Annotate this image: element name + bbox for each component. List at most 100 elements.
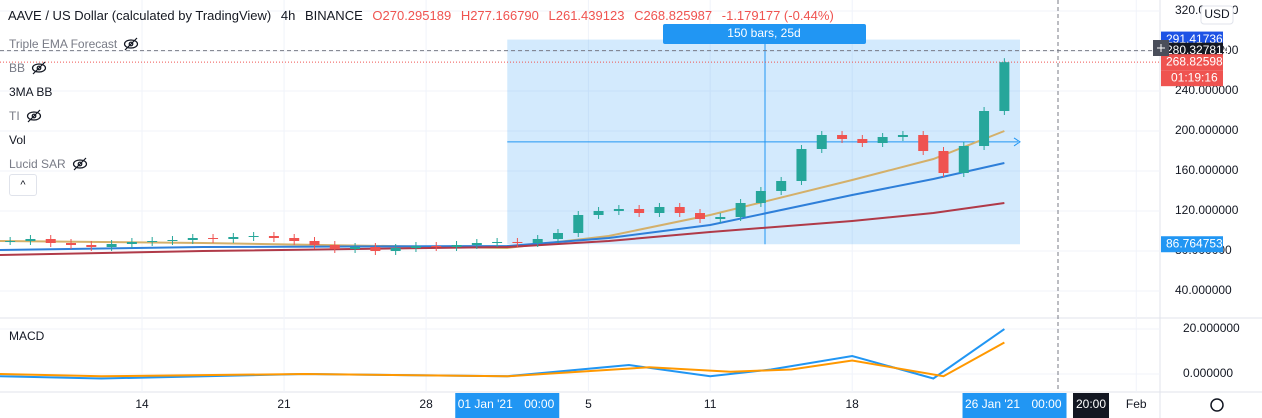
y-tick-label: 40.000000: [1175, 283, 1232, 297]
candle: [451, 245, 462, 247]
macd-title: MACD: [9, 329, 45, 343]
hidden-icon[interactable]: [26, 109, 42, 123]
measure-tooltip: [663, 24, 866, 44]
candle: [329, 245, 340, 249]
settings-icon: [1210, 398, 1224, 412]
indicator-name: 3MA BB: [9, 85, 53, 99]
candle: [613, 209, 624, 211]
price-label-bg: [1161, 236, 1223, 253]
candle: [938, 151, 949, 173]
candle: [979, 111, 990, 146]
candle: [593, 211, 604, 215]
cursor-time: 20:00: [1076, 397, 1106, 411]
candle: [431, 246, 442, 247]
candle: [289, 238, 300, 241]
moving-average: [0, 162, 1005, 251]
candle: [208, 238, 219, 239]
candle: [634, 209, 645, 213]
indicator-list: Triple EMA Forecast BB 3MA BB TI Vol Lucid SA…: [9, 32, 139, 176]
price-label: 280.327814: [1166, 43, 1230, 57]
x-tick-label: 11: [704, 397, 717, 411]
candle: [167, 240, 178, 241]
x-tick-label: 5: [585, 397, 592, 411]
moving-average: [0, 130, 1005, 250]
indicator-name: BB: [9, 61, 26, 75]
candle: [126, 242, 137, 244]
candle: [532, 239, 543, 243]
indicator[interactable]: Triple EMA Forecast: [9, 32, 139, 56]
currency-bg: [1200, 5, 1234, 25]
candle: [573, 215, 584, 233]
candle: [796, 149, 807, 181]
hidden-icon[interactable]: [31, 61, 47, 75]
symbol-title: AAVE / US Dollar (calculated by TradingV…: [8, 8, 272, 23]
macd-line: [0, 328, 1005, 380]
time-marker-date: 26 Jan '21: [965, 397, 1020, 411]
candle: [897, 135, 908, 137]
indicator[interactable]: 3MA BB: [9, 80, 139, 104]
hidden-icon[interactable]: [72, 157, 88, 171]
x-tick-label: Feb: [1126, 397, 1147, 411]
y-tick-label: 20.000000: [1183, 321, 1240, 335]
candle: [816, 135, 827, 149]
currency: USD: [1204, 7, 1230, 21]
indicator-name: TI: [9, 109, 20, 123]
candle: [492, 242, 503, 243]
time-marker-bg: [455, 393, 560, 418]
candle: [918, 135, 929, 151]
price-label: 86.764753: [1166, 236, 1223, 250]
candle: [715, 217, 726, 219]
header: AAVE / US Dollar (calculated by TradingV…: [8, 8, 840, 23]
y-tick-label: 0.000000: [1183, 366, 1233, 380]
candle: [857, 139, 868, 143]
candle: [390, 248, 401, 251]
candle: [106, 244, 117, 247]
candle: [187, 238, 198, 240]
price-label-bg: [1161, 54, 1223, 71]
candle: [370, 247, 381, 251]
x-tick-label: 28: [419, 397, 433, 411]
time-marker-date: 01 Jan '21: [458, 397, 513, 411]
indicator-name: Triple EMA Forecast: [9, 37, 118, 51]
ohlc-high: H277.166790: [460, 8, 539, 23]
cursor-time-bg: [1073, 393, 1109, 418]
measure-label: 150 bars, 25d: [727, 26, 800, 40]
candle: [25, 239, 36, 241]
indicator[interactable]: BB: [9, 56, 139, 80]
countdown-bg: [1161, 70, 1223, 87]
candle: [410, 246, 421, 248]
hidden-icon[interactable]: [123, 37, 139, 51]
measure-arrow: [1013, 137, 1021, 147]
countdown: 01:19:16: [1171, 70, 1218, 84]
collapse-button[interactable]: ^: [9, 174, 37, 196]
indicator[interactable]: TI: [9, 104, 139, 128]
x-tick-label: 21: [277, 397, 291, 411]
exchange: BINANCE: [304, 8, 363, 23]
candle: [228, 237, 239, 239]
candle: [350, 247, 361, 249]
macd-line: [0, 341, 1005, 378]
x-tick-label: 14: [135, 397, 149, 411]
candle: [86, 245, 97, 247]
candle: [654, 207, 665, 213]
x-tick-label: 18: [846, 397, 860, 411]
indicator-name: Vol: [9, 133, 26, 147]
candle: [755, 191, 766, 203]
candle: [735, 203, 746, 217]
indicator[interactable]: Lucid SAR: [9, 152, 139, 176]
plus-icon: [1157, 44, 1165, 52]
price-label: 268.825987: [1166, 54, 1230, 68]
candle: [512, 242, 523, 243]
moving-average: [0, 202, 1005, 256]
ohlc-open: O270.295189: [372, 8, 452, 23]
y-tick-label: 120.000000: [1175, 203, 1239, 217]
candle: [309, 241, 320, 245]
ohlc-low: L261.439123: [548, 8, 625, 23]
time-marker-bg: [962, 393, 1067, 418]
y-tick-label: 240.000000: [1175, 83, 1239, 97]
interval[interactable]: 4h: [280, 8, 296, 23]
candle: [5, 241, 16, 242]
indicator[interactable]: Vol: [9, 128, 139, 152]
price-label: 291.417365: [1166, 32, 1230, 46]
